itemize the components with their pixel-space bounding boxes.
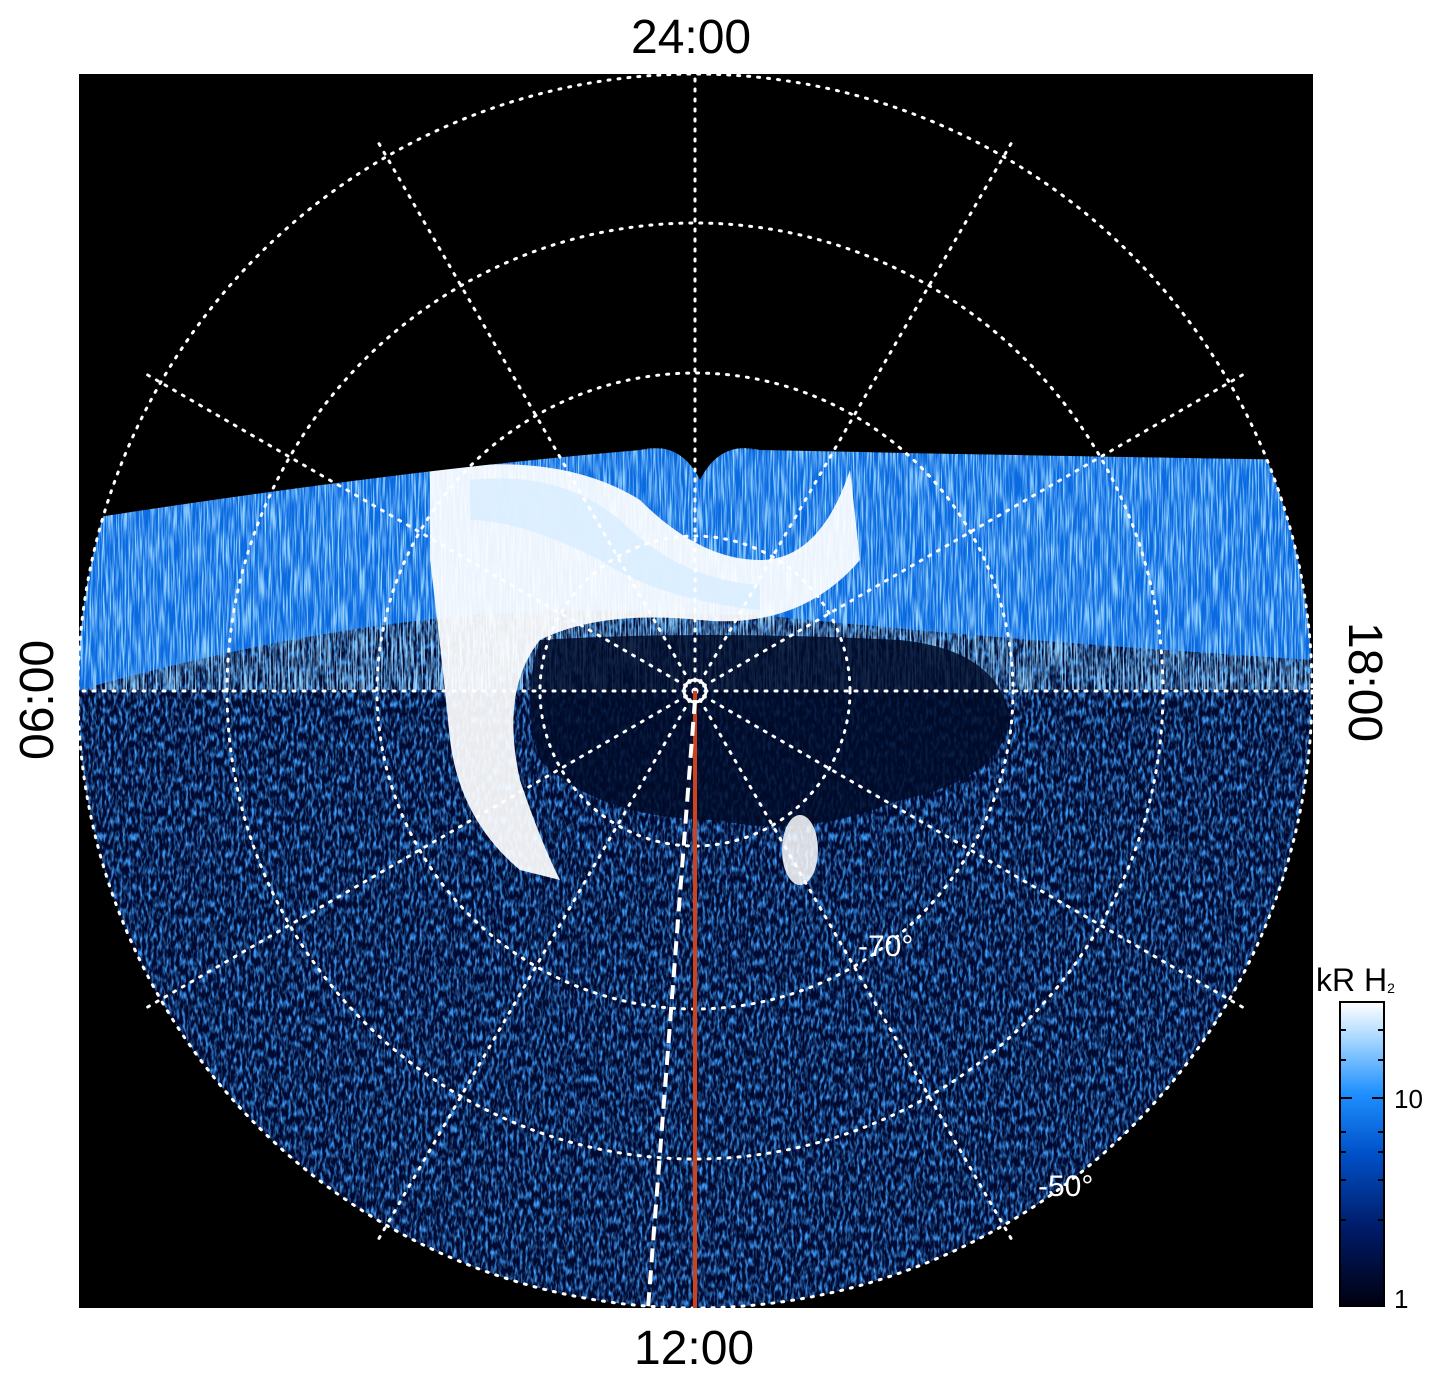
bright-arc — [430, 464, 860, 880]
local-time-label-bottom: 12:00 — [634, 1322, 755, 1375]
lat-circle-70 — [225, 221, 1165, 1161]
colorbar-tick-1: 1 — [1394, 1284, 1409, 1314]
local-time-label-right: 18:00 — [1338, 622, 1391, 743]
colorbar-unit: kR H — [1316, 962, 1388, 998]
bright-spot — [782, 815, 818, 885]
meridian-line — [373, 135, 697, 693]
colorbar-ticks — [1340, 1029, 1384, 1221]
colorbar-unit-subscript: 2 — [1387, 980, 1395, 996]
meridian-line — [139, 369, 697, 693]
meridian-line — [693, 689, 1017, 1247]
local-time-label-top: 24:00 — [631, 11, 752, 64]
meridian-grid — [79, 74, 1313, 1308]
meridian-line — [693, 135, 1017, 693]
local-time-label-left: 06:00 — [11, 639, 64, 760]
meridian-line — [139, 689, 697, 1013]
lat-label-50: -50° — [1038, 1170, 1093, 1203]
colorbar-tick-10: 10 — [1394, 1084, 1423, 1114]
bright-arc-edge — [470, 478, 760, 610]
polar-cap-dark — [530, 635, 1010, 827]
meridian-line — [693, 689, 1251, 1013]
meridian-line — [693, 369, 1251, 693]
night-dark — [79, 74, 1312, 520]
meridian-line — [373, 689, 697, 1247]
pole-marker — [682, 678, 708, 704]
white-dashed-line — [646, 699, 697, 1308]
lat-label-70: -70° — [858, 930, 913, 963]
colorbar — [1339, 1001, 1385, 1307]
lat-circle-60 — [79, 74, 1313, 1308]
colorbar-title: kR H2 — [1316, 962, 1395, 999]
